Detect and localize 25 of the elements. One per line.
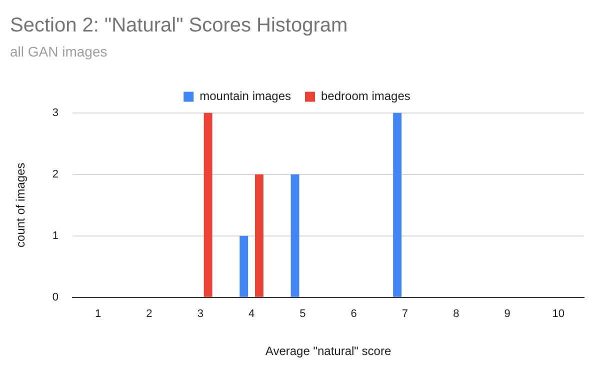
bar bbox=[393, 112, 402, 297]
x-tick-label: 7 bbox=[402, 308, 408, 320]
x-tick-label: 2 bbox=[146, 308, 152, 320]
x-tick-label: 1 bbox=[95, 308, 102, 320]
legend-label: mountain images bbox=[200, 89, 292, 104]
bar bbox=[290, 174, 300, 297]
x-tick-label: 4 bbox=[248, 308, 255, 320]
bar bbox=[204, 112, 212, 297]
x-tick-label: 6 bbox=[350, 308, 357, 320]
y-axis-title: count of images bbox=[14, 162, 28, 248]
x-tick-label: 3 bbox=[197, 308, 204, 320]
y-tick-label: 3 bbox=[52, 106, 59, 119]
x-tick-label: 8 bbox=[453, 308, 460, 320]
y-tick-label: 0 bbox=[52, 291, 59, 304]
bar bbox=[240, 236, 248, 297]
x-tick-label: 10 bbox=[552, 308, 565, 320]
chart-subtitle: all GAN images bbox=[10, 43, 108, 60]
y-tick-label: 2 bbox=[52, 168, 59, 180]
chart-title: Section 2: "Natural" Scores Histogram bbox=[10, 14, 348, 37]
y-tick-label: 1 bbox=[52, 230, 59, 242]
legend-label: bedroom images bbox=[321, 89, 410, 104]
bar bbox=[254, 174, 264, 297]
x-axis-title: Average "natural" score bbox=[265, 344, 392, 358]
x-tick-label: 9 bbox=[504, 308, 510, 320]
x-tick-label: 5 bbox=[300, 308, 306, 320]
